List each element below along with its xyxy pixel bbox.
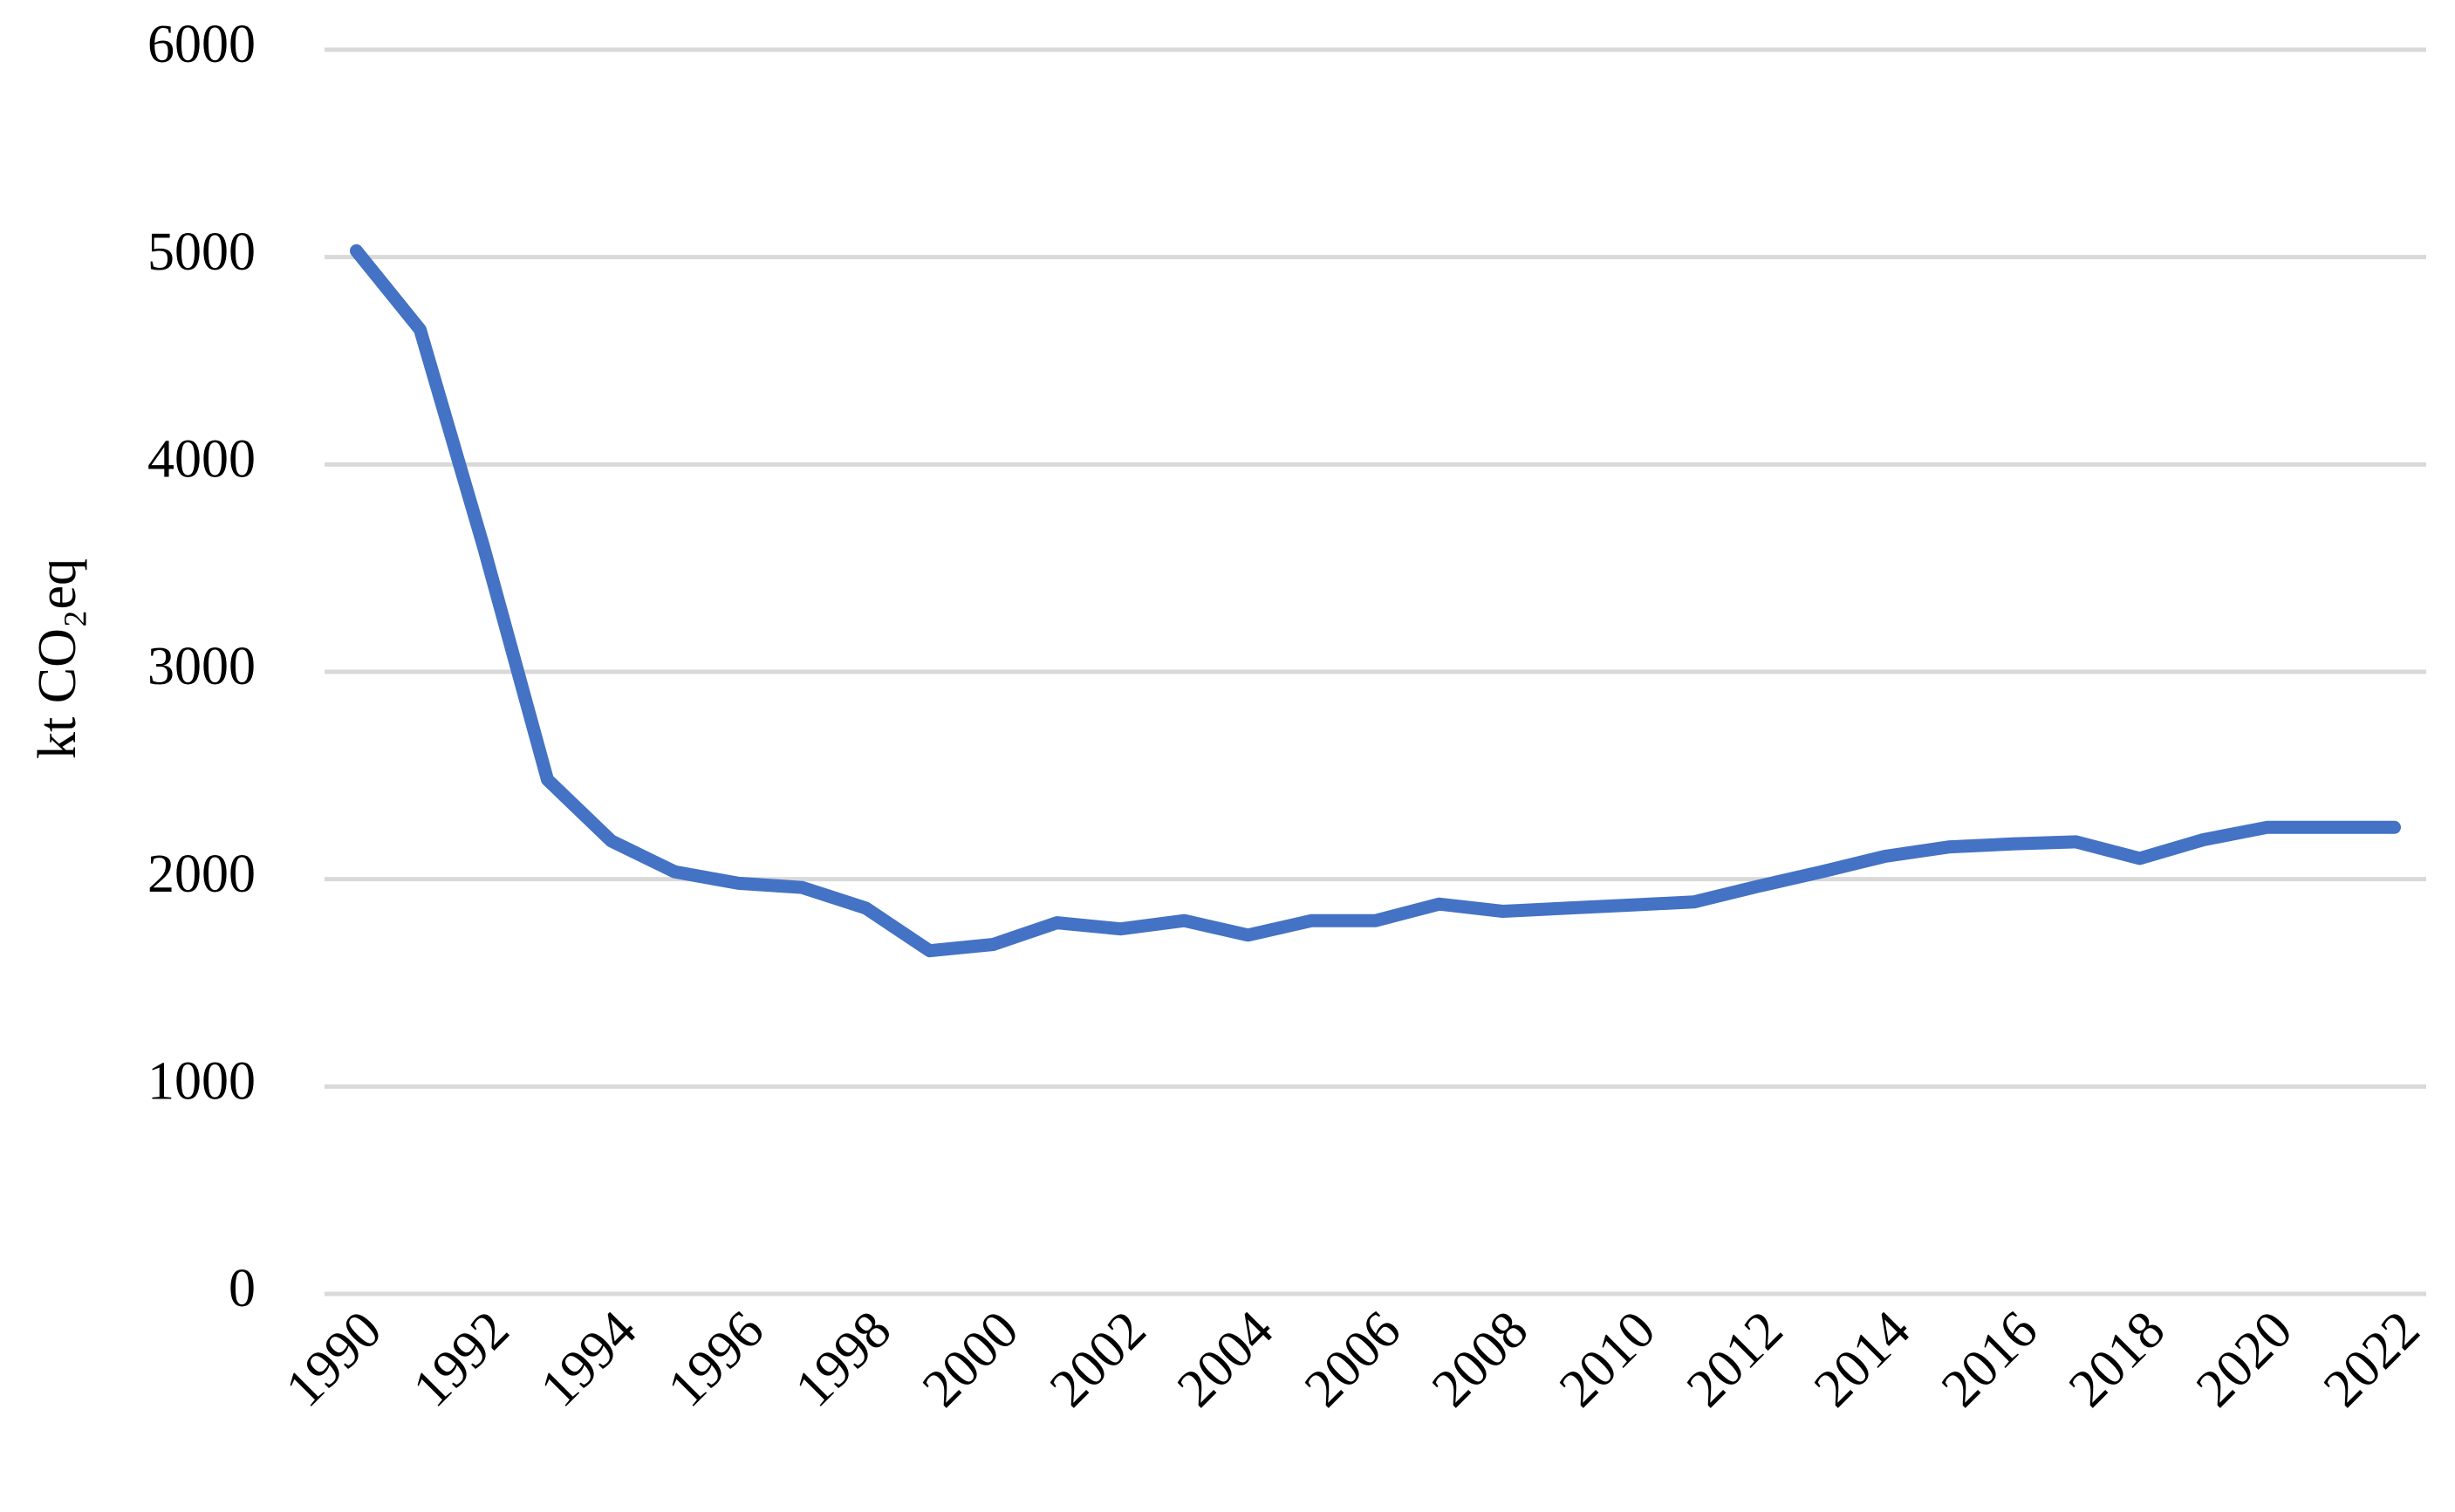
x-tick-label: 2020	[2185, 1300, 2304, 1419]
x-tick-label: 2006	[1294, 1300, 1412, 1419]
y-tick-label: 0	[229, 1259, 256, 1318]
x-tick-label: 2022	[2313, 1300, 2431, 1419]
x-tick-label: 2004	[1166, 1300, 1285, 1419]
y-tick-label: 3000	[147, 637, 256, 696]
y-tick-label: 1000	[147, 1052, 256, 1112]
x-tick-label: 2008	[1421, 1300, 1540, 1419]
x-tick-label: 2016	[1931, 1300, 2049, 1419]
x-tick-label: 2010	[1549, 1300, 1667, 1419]
y-tick-label: 2000	[147, 845, 256, 904]
x-tick-label: 1992	[402, 1300, 521, 1419]
y-axis-label: kt CO₂eq	[28, 558, 87, 759]
y-tick-label: 4000	[147, 430, 256, 489]
x-tick-label: 2012	[1676, 1300, 1795, 1419]
x-tick-label: 2000	[912, 1300, 1030, 1419]
data-line	[350, 244, 2401, 958]
x-tick-label: 1998	[784, 1300, 903, 1419]
x-tick-label: 2014	[1803, 1300, 1922, 1419]
x-tick-label: 2018	[2058, 1300, 2177, 1419]
y-tick-label: 5000	[147, 222, 256, 282]
x-tick-label: 1994	[530, 1300, 648, 1419]
x-tick-label: 2002	[1039, 1300, 1158, 1419]
x-tick-label: 1996	[657, 1300, 776, 1419]
x-tick-label: 1990	[275, 1300, 393, 1419]
y-tick-label: 6000	[147, 15, 256, 74]
